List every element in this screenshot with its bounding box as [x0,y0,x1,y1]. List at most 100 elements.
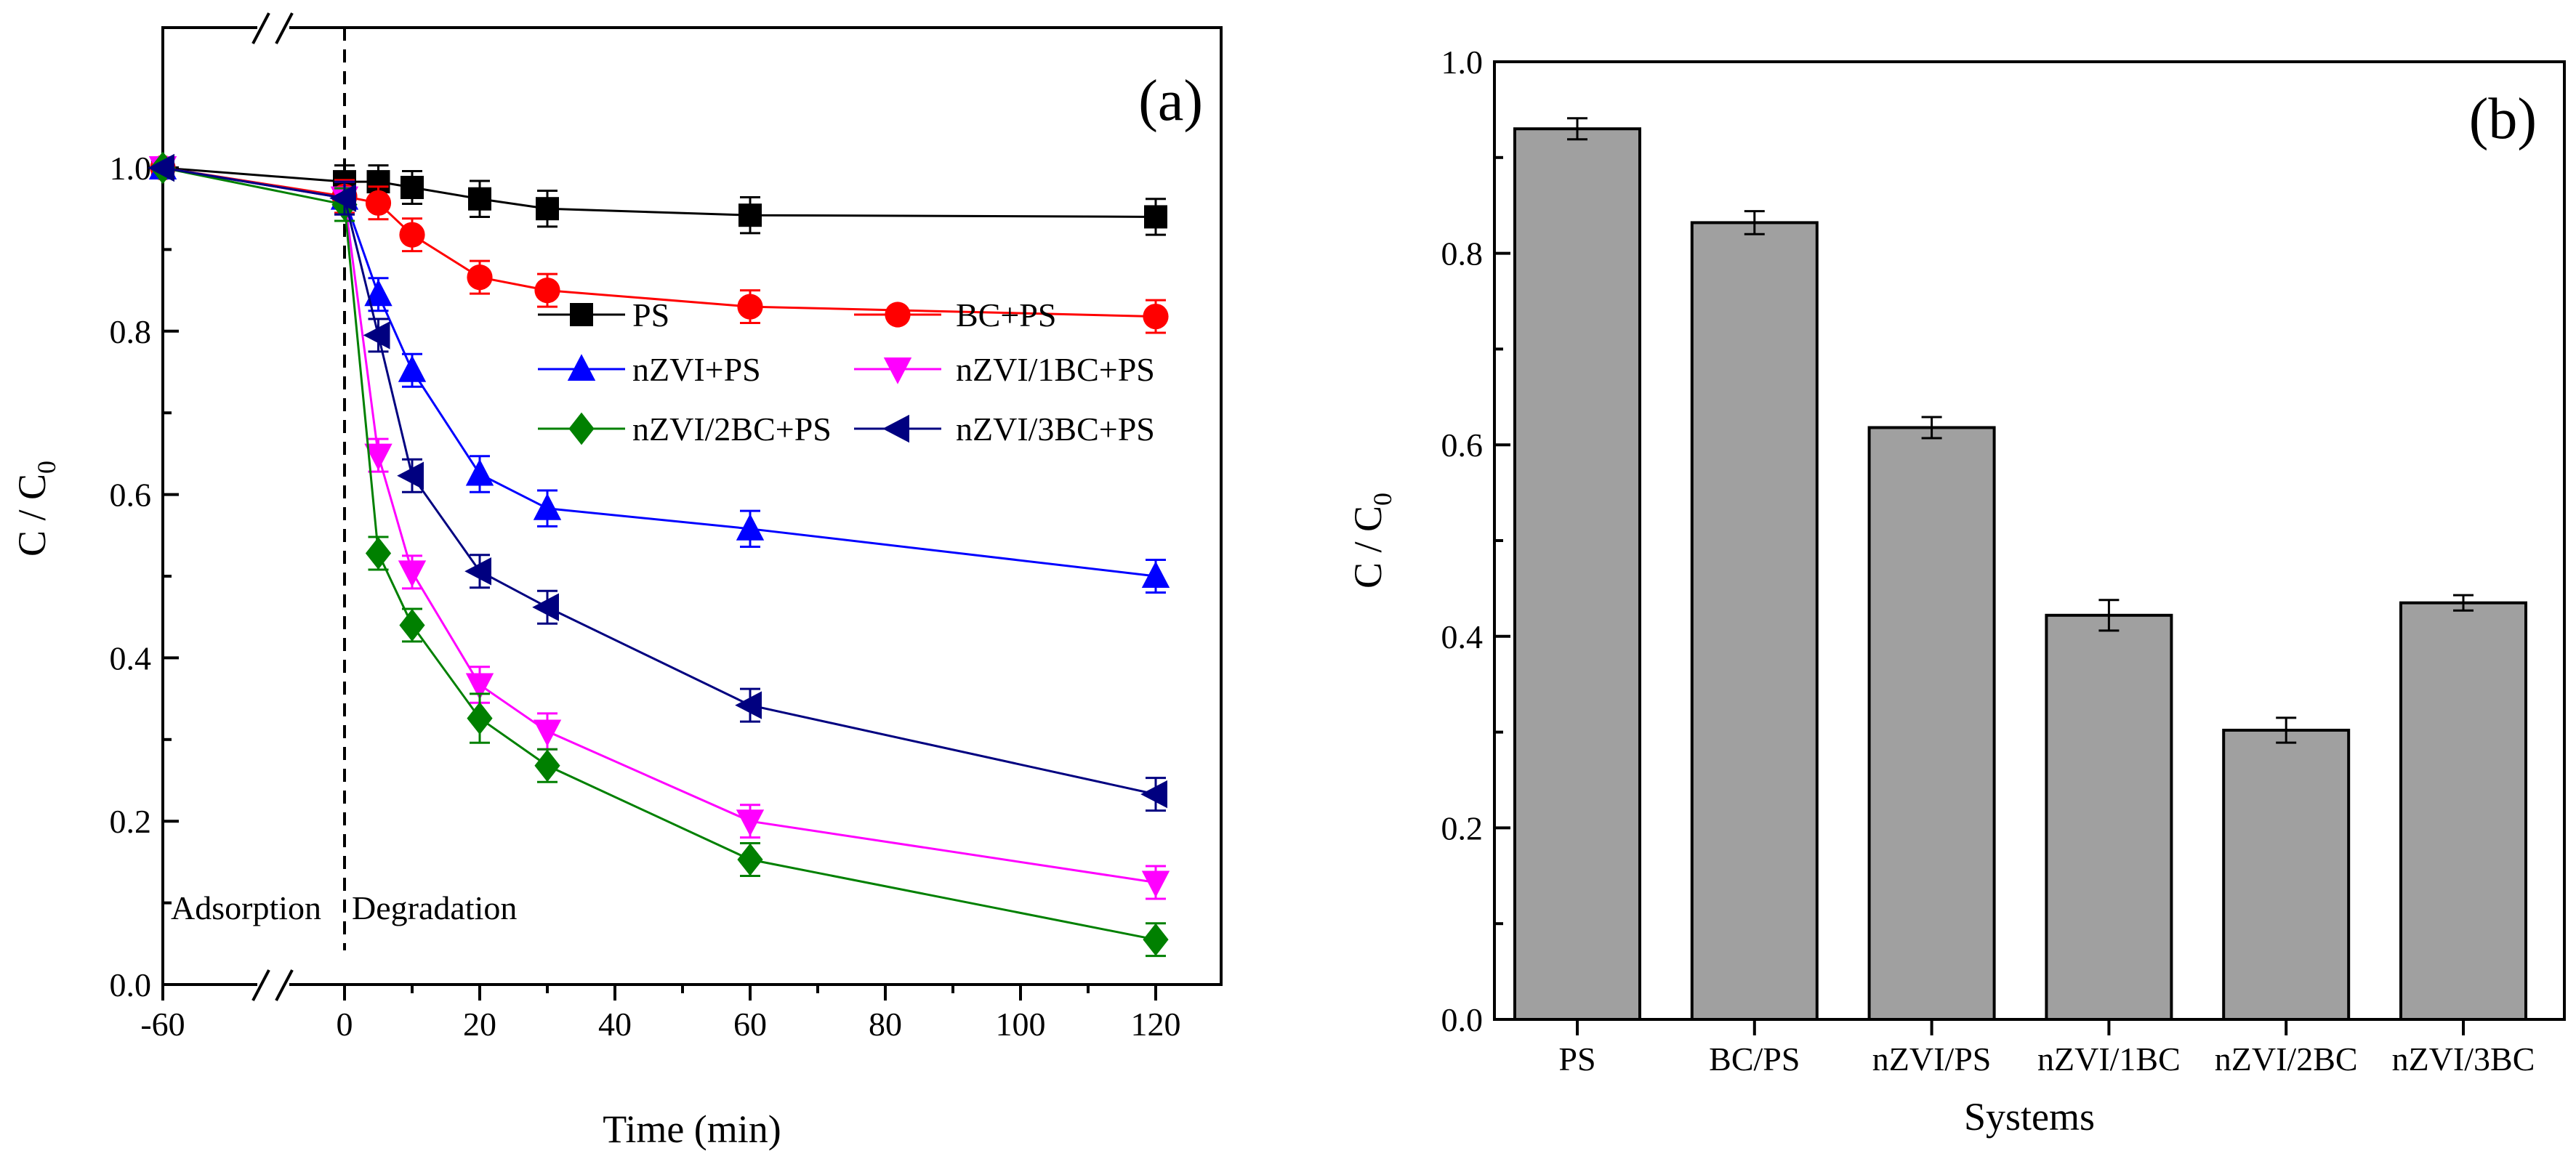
panel-a-series-group [148,151,1170,958]
data-point [397,461,424,490]
a-x-tick-label: 20 [463,1006,496,1043]
a-y-tick-label: 0.0 [110,966,152,1003]
panel-b-y-axis-title: C / C0 [1346,493,1397,589]
panel-a-y-axis-title: C / C0 [10,461,61,557]
data-point [536,197,559,221]
a-x-tick-label: 120 [1131,1006,1181,1043]
bar-nzvi-ps [1867,426,1996,1021]
series-line [162,166,1156,318]
b-y-tick-label: 1.0 [1441,44,1484,81]
data-point [467,702,493,735]
legend-marker [882,414,909,443]
data-point [363,321,390,349]
data-point [364,279,393,307]
data-point [1140,780,1167,809]
a-x-tick-label: 80 [869,1006,902,1043]
data-point [329,184,356,212]
legend-entry: PS [538,296,669,334]
panel-b-bar-chart: (b) 0.0 0.2 0.4 0.6 0.8 1.0 PS BC/PS nZVI/PS nZV… [1346,44,2566,1139]
data-point [148,153,174,182]
panel-b-x-axis: PS BC/PS nZVI/PS nZVI/1BC nZVI/2BC nZVI/3BC [1558,1019,2535,1078]
legend-entry: nZVI+PS [538,351,761,388]
b-y-tick-label: 0.4 [1441,618,1484,655]
data-point [399,222,425,248]
a-y-tick-label: 0.8 [110,313,152,350]
b-y-tick-label: 0.6 [1441,427,1484,464]
series-nzvi-1bc-ps [148,156,1170,900]
data-point [465,458,494,486]
series-line [162,166,1156,941]
data-point [1144,205,1167,229]
b-x-tick-label: PS [1558,1040,1595,1078]
bar-nzvi-2bc [2222,728,2351,1021]
data-point [365,537,392,570]
degradation-label: Degradation [352,889,517,926]
data-point [399,609,425,642]
panel-a-axis-break-bottom [251,969,294,1001]
bar-nzvi-3bc [2399,601,2527,1021]
legend-marker [885,302,911,328]
legend-label: BC+PS [956,296,1056,334]
data-point [738,203,762,227]
bar-nzvi-1bc [2045,613,2173,1021]
a-x-tick-label: 40 [598,1006,632,1043]
b-x-tick-label: nZVI/3BC [2392,1040,2535,1078]
a-x-tick-label: 0 [337,1006,353,1043]
data-point [464,557,491,586]
data-point [737,843,763,876]
legend-entry: nZVI/2BC+PS [538,411,832,448]
panel-b-y-axis-title-subscript: 0 [1368,493,1397,506]
panel-a-label: (a) [1138,69,1203,133]
data-point [534,278,560,304]
legend-label: nZVI/1BC+PS [956,351,1155,388]
series-line [162,166,1156,884]
panel-a-y-axis-title-main: C / C [10,474,54,557]
data-point [1141,561,1170,588]
a-y-tick-label: 0.2 [110,803,152,840]
panel-a-x-axis: -60 0 20 40 60 80 100 120 [140,985,1181,1043]
series-nzvi-2bc-ps [150,151,1169,958]
data-point [401,175,424,199]
panel-a-axis-break-top [251,12,294,44]
panel-b-y-axis: 0.0 0.2 0.4 0.6 0.8 1.0 [1441,44,1510,1038]
panel-a-line-chart: Adsorption Degradation (a) 0.00.20.40.60… [10,12,1223,1151]
legend-label: nZVI/2BC+PS [632,411,832,448]
data-point [737,294,763,320]
data-point [468,187,491,211]
a-y-tick-label: 0.6 [110,477,152,514]
data-point [534,749,560,783]
series-line [162,166,1156,796]
data-point [1143,923,1169,956]
panel-b-y-axis-title-main: C / C [1346,506,1390,589]
b-y-tick-label: 0.2 [1441,809,1484,846]
a-y-tick-label: 1.0 [110,150,152,187]
b-y-tick-label: 0.8 [1441,235,1484,272]
legend-entry: nZVI/1BC+PS [854,351,1155,388]
legend-label: nZVI/3BC+PS [956,411,1155,448]
series-nzvi-3bc-ps [148,153,1167,812]
legend-marker [568,412,595,445]
data-point [533,493,562,520]
b-x-tick-label: nZVI/PS [1872,1040,1992,1078]
a-x-tick-label: -60 [140,1006,185,1043]
data-point [1141,870,1170,898]
b-y-tick-label: 0.0 [1441,1001,1484,1038]
legend-label: nZVI+PS [632,351,761,388]
panel-a-plot-frame [161,26,1223,986]
data-point [533,719,562,747]
panel-a-legend: PS BC+PS nZVI+PS nZVI/1BC+PS nZVI/2BC+PS nZVI… [538,296,1155,448]
panel-a-x-axis-title: Time (min) [603,1107,781,1151]
panel-a-y-axis-title-subscript: 0 [32,461,61,474]
panel-b-x-axis-title: Systems [1964,1095,2095,1139]
data-point [365,190,392,216]
a-y-tick-label: 0.4 [110,639,152,676]
legend-marker [883,357,912,384]
panel-b-bars-group [1513,117,2527,1022]
legend-label: PS [632,296,669,334]
panel-b-label: (b) [2469,87,2537,151]
legend-marker [570,303,593,326]
b-x-tick-label: BC/PS [1709,1040,1800,1078]
b-x-tick-label: nZVI/2BC [2215,1040,2358,1078]
data-point [364,443,393,471]
